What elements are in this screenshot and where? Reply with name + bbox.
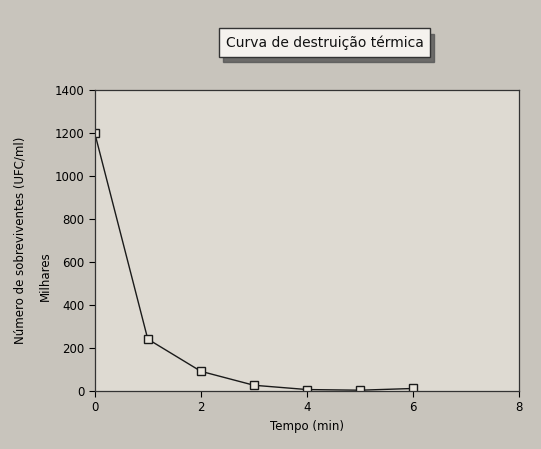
Y-axis label: Número de sobreviventes (UFC/ml): Número de sobreviventes (UFC/ml) bbox=[14, 136, 27, 344]
Text: Curva de destruição térmica: Curva de destruição térmica bbox=[226, 35, 424, 50]
X-axis label: Tempo (min): Tempo (min) bbox=[270, 420, 344, 432]
Text: Milhares: Milhares bbox=[39, 251, 52, 301]
Text: Curva de destruição térmica: Curva de destruição térmica bbox=[229, 41, 427, 55]
